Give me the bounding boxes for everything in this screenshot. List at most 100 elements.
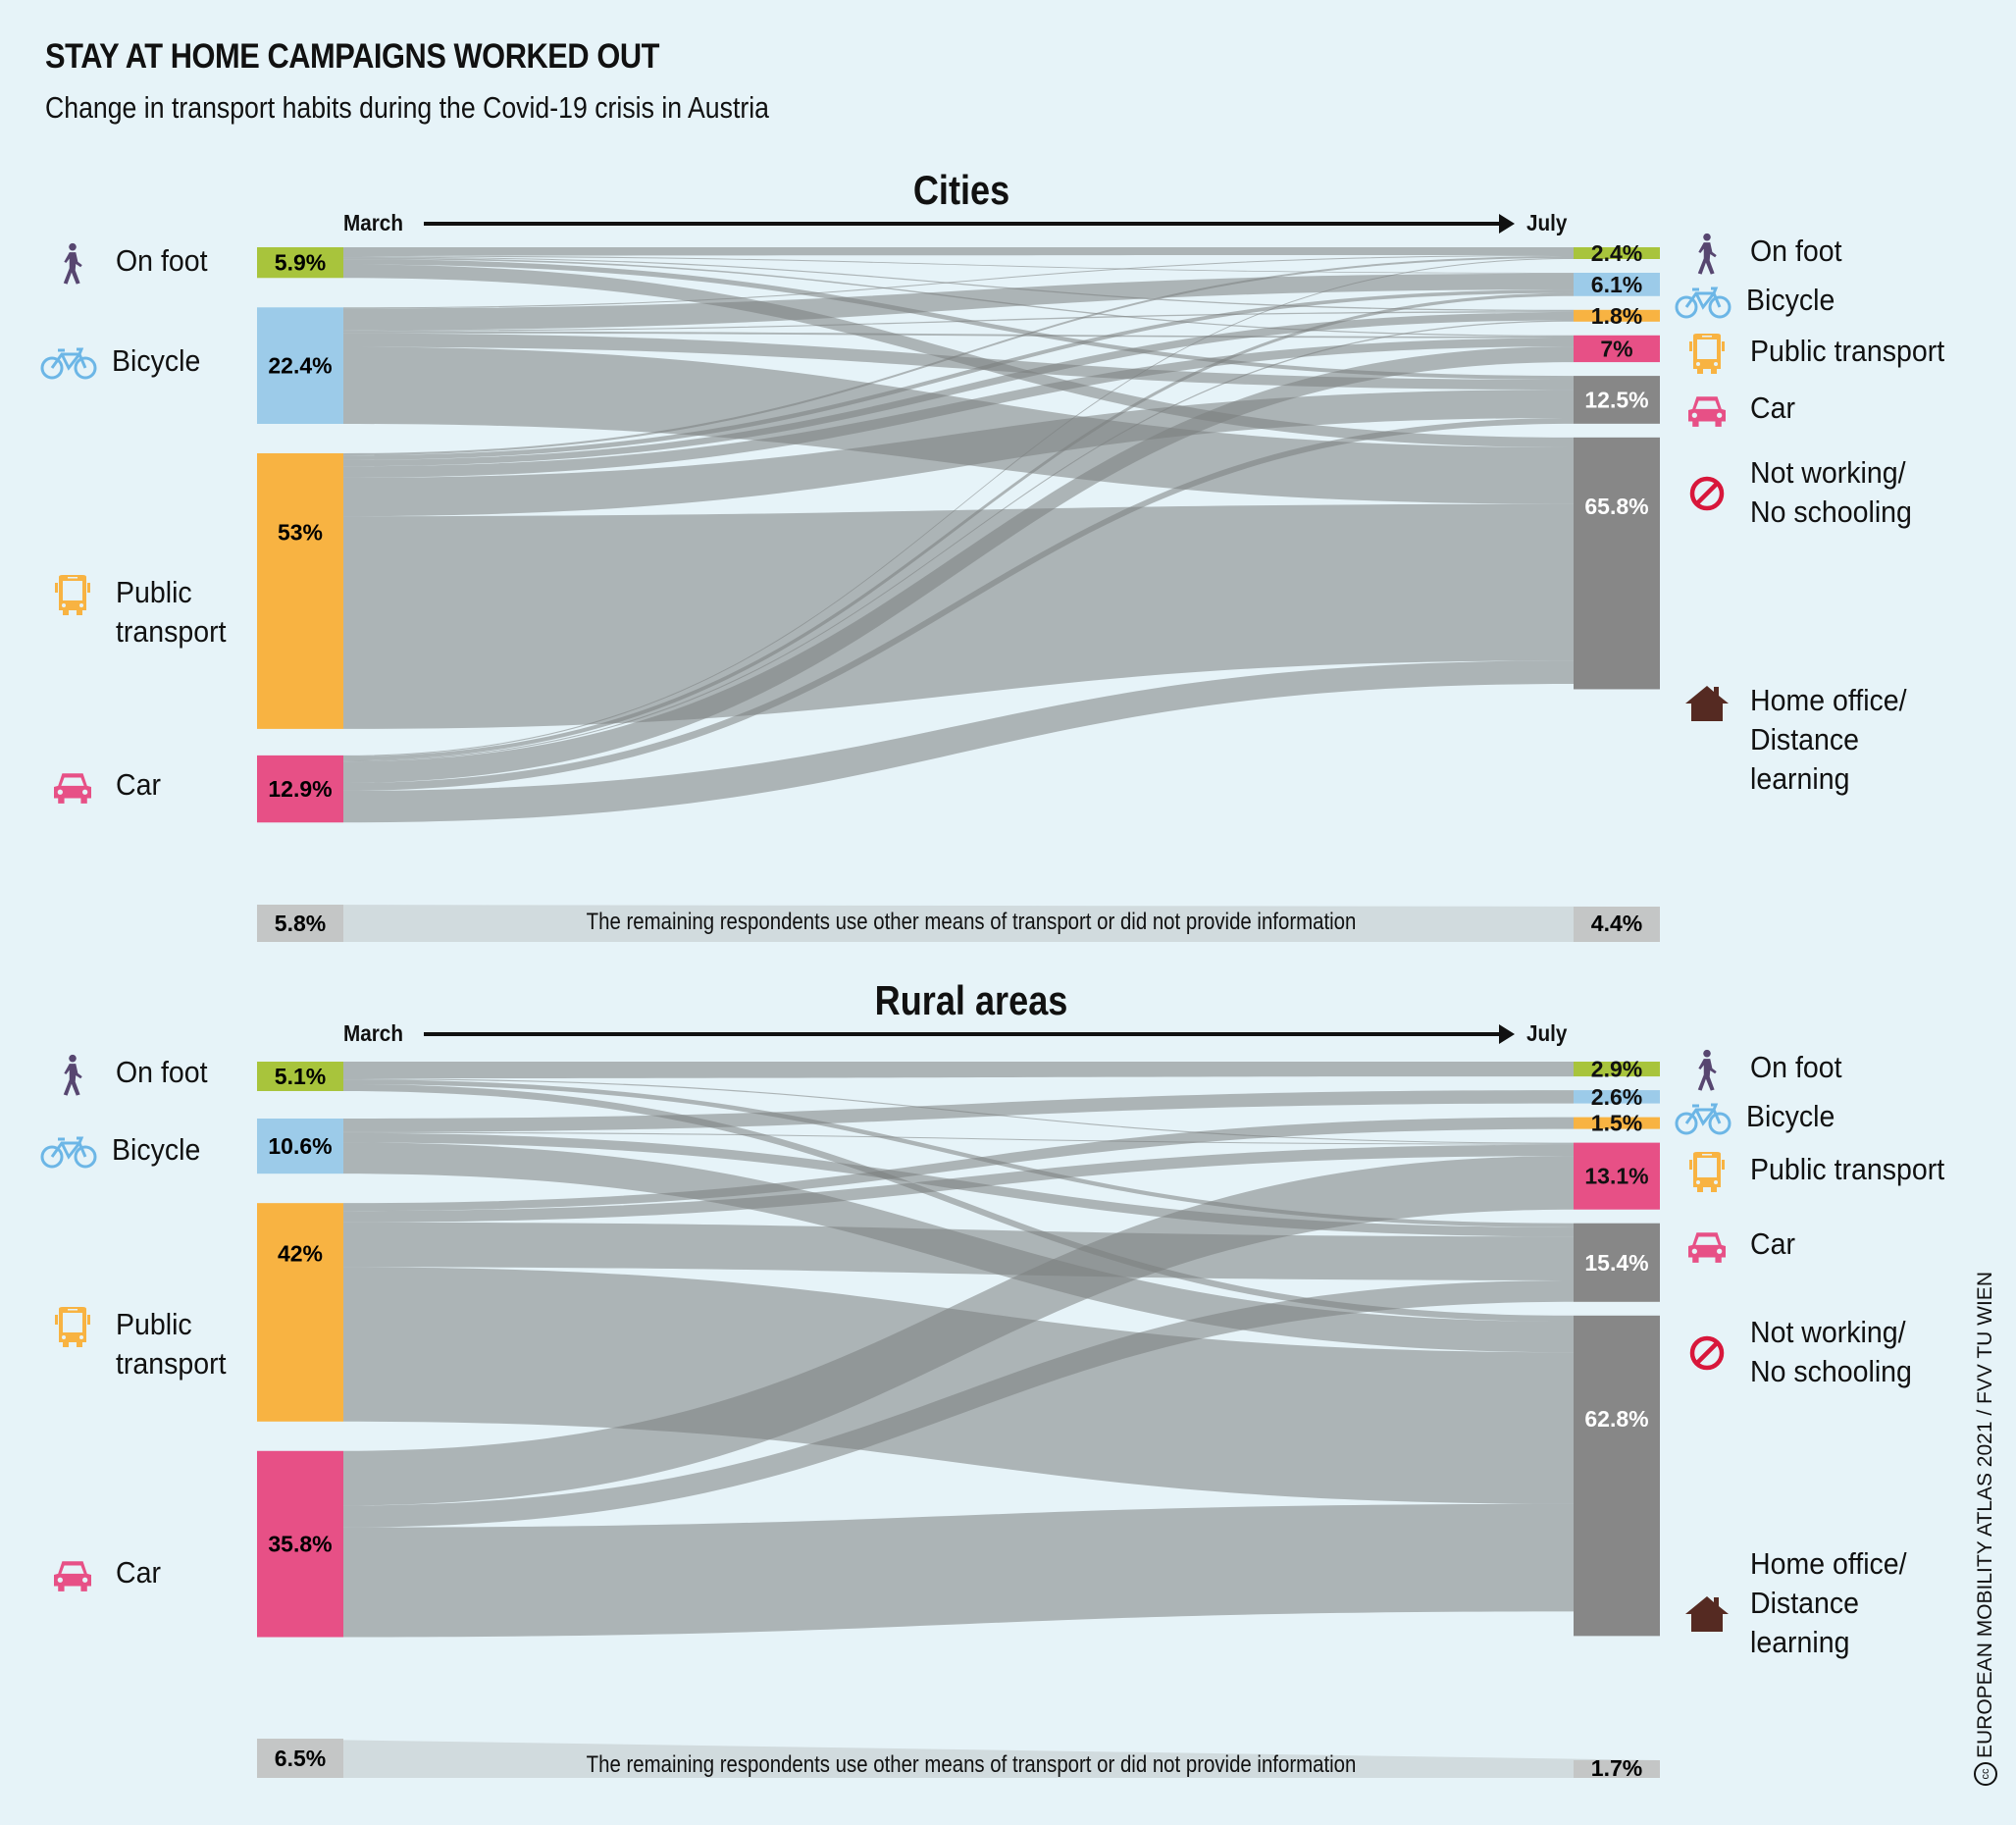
house-icon <box>1678 681 1736 726</box>
source-node-public_transport <box>257 452 343 729</box>
remaining-july-value: 1.7% <box>1591 1755 1642 1781</box>
flow-bicycle-to-car <box>343 331 1574 339</box>
credit-text: EUROPEAN MOBILITY ATLAS 2021 / FVV TU WI… <box>1974 1272 1996 1758</box>
flow-bicycle-to-public_transport <box>343 311 1574 332</box>
flow-public_transport-to-home_office <box>343 503 1574 729</box>
flow-on_foot-to-on_foot <box>343 1062 1574 1079</box>
legend-label: Car <box>1750 1226 1795 1261</box>
target-node-bicycle <box>1574 1090 1660 1104</box>
remaining-march-value: 6.5% <box>275 1746 326 1771</box>
flow-car-to-not_working <box>343 417 1574 791</box>
car-icon <box>1678 1225 1736 1270</box>
flow-public_transport-to-home_office <box>343 1267 1574 1504</box>
source-node-bicycle <box>257 307 343 424</box>
target-value-label: 2.6% <box>1591 1084 1642 1110</box>
remaining-note: The remaining respondents use other mean… <box>586 909 1357 935</box>
legend-label: Car <box>116 1555 161 1590</box>
target-node-home_office <box>1574 437 1660 690</box>
flow-public_transport-to-car <box>343 338 1574 478</box>
target-node-public_transport <box>1574 309 1660 322</box>
source-value-label: 22.4% <box>268 353 332 379</box>
source-value-label: 53% <box>278 519 323 545</box>
flow-car-to-home_office <box>343 660 1574 823</box>
legend-label: Public transport <box>1750 1152 1945 1186</box>
legend-label: Car <box>1750 391 1795 425</box>
bus-icon <box>1678 332 1736 377</box>
section-title-cities: Cities <box>912 167 1010 213</box>
flow-bicycle-to-bicycle <box>343 1090 1574 1132</box>
right-legend-home-office: Home office/ Distance learning <box>1678 1544 1920 1662</box>
flow-public_transport-to-not_working <box>343 390 1574 517</box>
right-legend-on-foot: On foot <box>1678 1048 1850 1093</box>
left-legend-on-foot: On foot <box>43 1053 216 1098</box>
bicycle-icon <box>39 1130 98 1175</box>
legend-label: Bicycle <box>112 1132 201 1167</box>
legend-label: Bicycle <box>1746 283 1835 317</box>
source-node-car <box>257 1450 343 1638</box>
bus-icon <box>43 1305 102 1350</box>
target-value-label: 65.8% <box>1584 494 1648 519</box>
target-node-not_working <box>1574 1223 1660 1302</box>
source-node-on_foot <box>257 247 343 279</box>
target-value-label: 2.9% <box>1591 1057 1642 1082</box>
remaining-band <box>257 905 1660 942</box>
flow-public_transport-to-public_transport <box>343 312 1574 467</box>
flows <box>343 1062 1574 1638</box>
flow-on_foot-to-not_working <box>343 1079 1574 1227</box>
prohibited-icon <box>1678 1330 1736 1376</box>
credit: cc EUROPEAN MOBILITY ATLAS 2021 / FVV TU … <box>1974 1272 1998 1786</box>
source-value-label: 5.1% <box>275 1064 326 1089</box>
legend-label: On foot <box>116 243 208 278</box>
bicycle-icon <box>39 341 98 387</box>
remaining-july-value: 4.4% <box>1591 911 1642 936</box>
flows <box>343 247 1574 823</box>
flow-bicycle-to-on_foot <box>343 255 1574 309</box>
source-node-car <box>257 755 343 823</box>
legend-label: Home office/ Distance learning <box>1750 1546 1907 1659</box>
cc-icon: cc <box>1974 1762 1998 1786</box>
remaining-march-node <box>257 1739 343 1778</box>
right-legend-not-working: Not working/ No schooling <box>1678 453 1926 532</box>
flow-on_foot-to-public_transport <box>343 256 1574 312</box>
target-value-label: 2.4% <box>1591 240 1642 266</box>
target-value-label: 1.5% <box>1591 1111 1642 1136</box>
remaining-july-node <box>1574 1760 1660 1778</box>
flow-bicycle-to-car <box>343 1131 1574 1145</box>
right-legend-car: Car <box>1678 389 1799 434</box>
target-node-on_foot <box>1574 247 1660 259</box>
flow-on_foot-to-home_office <box>343 1083 1574 1323</box>
source-value-label: 12.9% <box>268 776 332 802</box>
legend-label: Bicycle <box>1746 1099 1835 1133</box>
flow-public_transport-to-bicycle <box>343 289 1574 460</box>
left-legend-public-transport: Public transport <box>43 1305 235 1383</box>
axis-label-march: March <box>343 210 403 235</box>
left-legend-car: Car <box>43 1553 165 1598</box>
legend-label: On foot <box>116 1055 208 1089</box>
remaining-note: The remaining respondents use other mean… <box>586 1751 1357 1778</box>
legend-label: Public transport <box>1750 334 1945 368</box>
right-legend-public-transport: Public transport <box>1678 332 1961 377</box>
right-legend-not-working: Not working/ No schooling <box>1678 1313 1926 1391</box>
bus-icon <box>1678 1150 1736 1195</box>
flow-on_foot-to-not_working <box>343 259 1574 380</box>
flow-car-to-bicycle <box>343 292 1574 761</box>
section-title-rural: Rural areas <box>874 977 1068 1023</box>
flow-car-to-car <box>343 1156 1574 1506</box>
target-value-label: 1.8% <box>1591 303 1642 329</box>
legend-label: Car <box>116 767 161 802</box>
legend-label: Not working/ No schooling <box>1750 1315 1912 1388</box>
legend-label: Bicycle <box>112 343 201 378</box>
car-icon <box>43 765 102 810</box>
left-legend-on-foot: On foot <box>43 241 216 287</box>
page-title: STAY AT HOME CAMPAIGNS WORKED OUT <box>45 37 660 76</box>
bus-icon <box>43 573 102 618</box>
source-node-on_foot <box>257 1062 343 1091</box>
left-legend-bicycle: Bicycle <box>39 1130 208 1175</box>
house-icon <box>1678 1591 1736 1637</box>
flow-bicycle-to-home_office <box>343 346 1574 504</box>
remaining-march-value: 5.8% <box>275 911 326 936</box>
walker-icon <box>1678 1048 1736 1093</box>
target-value-label: 6.1% <box>1591 272 1642 297</box>
flow-car-to-home_office <box>343 1503 1574 1638</box>
source-value-label: 5.9% <box>275 250 326 276</box>
